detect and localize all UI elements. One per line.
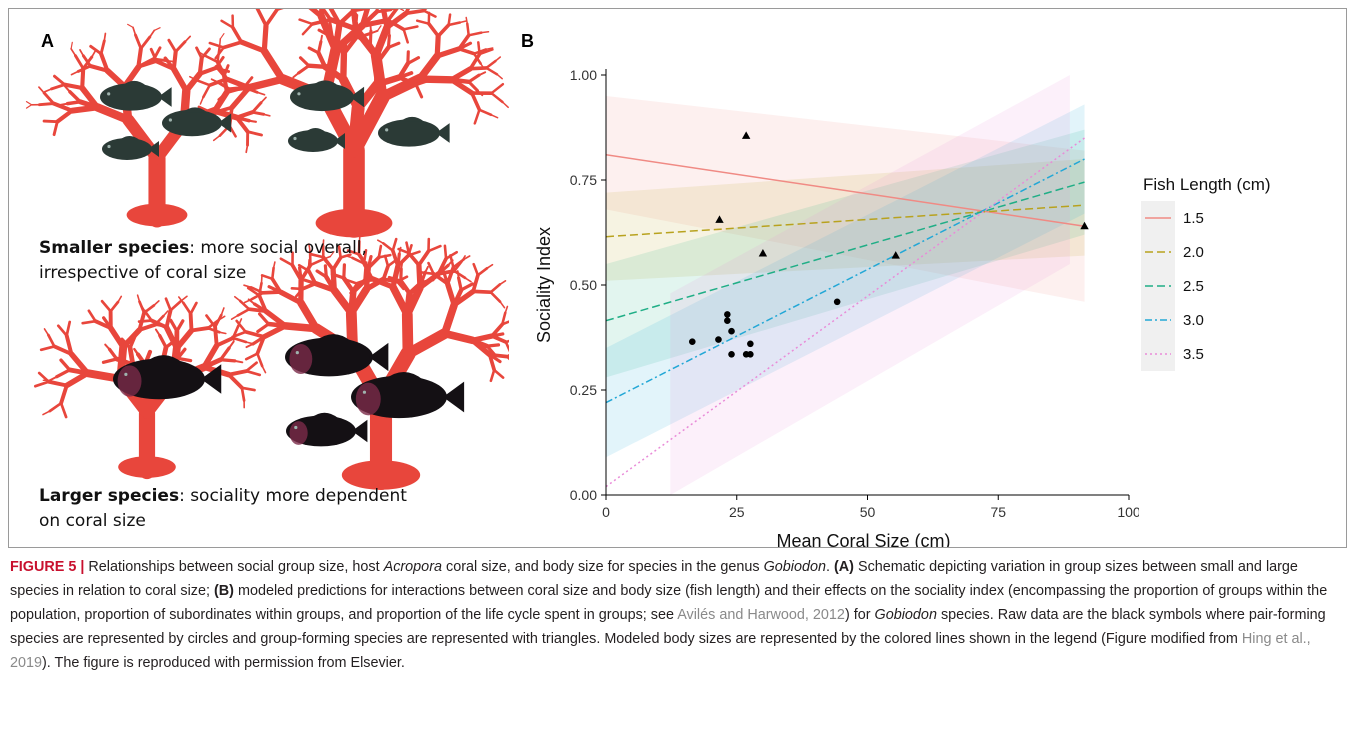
data-point-circle (724, 317, 731, 325)
figure-caption: FIGURE 5 | Relationships between social … (10, 555, 1340, 675)
legend: Fish Length (cm) 1.5 2.0 2.5 3.0 3.5 (1141, 175, 1271, 371)
confidence-band-2.0 (606, 159, 1085, 281)
confidence-band-3.5 (670, 75, 1070, 495)
y-tick-label: 0.50 (570, 277, 597, 293)
data-point-circle (715, 336, 722, 343)
data-point-triangle (758, 249, 768, 257)
small-fish-icon (378, 116, 450, 147)
y-axis-label: Sociality Index (534, 227, 554, 343)
large-fish-icon (113, 355, 222, 400)
large-fish-icon (351, 372, 465, 419)
data-point-circle (728, 351, 735, 358)
confidence-band-1.5 (606, 96, 1085, 302)
figure-frame: A B Smaller species: more social overall… (8, 8, 1347, 548)
larger-species-description: : sociality more dependent on coral size (39, 486, 407, 531)
data-point-circle (688, 338, 696, 346)
small-fish-icon (290, 80, 365, 112)
coral-large-2 (230, 233, 509, 491)
small-fish-icon (288, 128, 345, 152)
x-axis-label: Mean Coral Size (cm) (776, 531, 950, 548)
plot-area (606, 75, 1085, 495)
caption-reference-hing[interactable]: Hing et al., 2019 (10, 631, 1311, 671)
caption-text-5: modeled predictions for interactions bet… (10, 583, 1328, 623)
caption-label: FIGURE 5 | (10, 559, 85, 575)
caption-text-3: . (826, 559, 834, 575)
y-tick-label: 0.75 (570, 172, 597, 188)
x-tick-label: 75 (990, 504, 1006, 520)
smaller-species-text: Smaller species: more social overall, ir… (39, 236, 419, 286)
caption-genus-gobiodon-2: Gobiodon (874, 607, 937, 623)
caption-genus-acropora: Acropora (383, 559, 442, 575)
data-point-circle (747, 340, 754, 348)
data-point-circle (724, 311, 731, 318)
data-point-circle (728, 327, 735, 335)
data-point-triangle (1080, 221, 1089, 230)
legend-entry-2.5: 2.5 (1141, 269, 1271, 303)
legend-label: 1.5 (1183, 209, 1204, 227)
legend-label: 2.0 (1183, 243, 1204, 261)
legend-entry-2.0: 2.0 (1141, 235, 1271, 269)
caption-genus-gobiodon: Gobiodon (763, 559, 826, 575)
x-tick-label: 50 (860, 504, 876, 520)
small-fish-icon (102, 136, 159, 160)
caption-text-6: ) for (844, 607, 875, 623)
legend-title: Fish Length (cm) (1143, 175, 1271, 194)
panel-a-letter: A (41, 31, 54, 51)
series-line-2.5 (606, 181, 1085, 322)
series-line-1.5 (606, 154, 1085, 227)
legend-label: 3.0 (1183, 311, 1204, 329)
smaller-species-label: Smaller species (39, 238, 190, 258)
large-fish-icon (285, 334, 389, 377)
series-line-2.0 (606, 204, 1085, 238)
caption-text-7: species. Raw data are the black symbols … (10, 607, 1326, 647)
coral-large-1 (189, 9, 509, 238)
x-tick-label: 0 (602, 504, 610, 520)
panel-b-letter: B (521, 31, 534, 51)
small-fish-icon (100, 80, 172, 111)
x-tick-label: 100 (1117, 504, 1139, 520)
legend-label: 3.5 (1183, 345, 1204, 363)
legend-entry-3.5: 3.5 (1141, 337, 1271, 371)
small-fish-icon (162, 107, 232, 137)
legend-key-swatch (1141, 303, 1175, 337)
series-line-3.5 (606, 137, 1085, 488)
legend-key-swatch (1141, 235, 1175, 269)
larger-species-label: Larger species (39, 486, 180, 506)
legend-label: 2.5 (1183, 277, 1204, 295)
caption-reference-aviles[interactable]: Avilés and Harwood, 2012 (677, 607, 845, 623)
legend-keys: 1.5 2.0 2.5 3.0 3.5 (1141, 201, 1271, 371)
legend-key-swatch (1141, 337, 1175, 371)
caption-text-2: coral size, and body size for species in… (442, 559, 764, 575)
large-fish-icon (286, 412, 368, 447)
caption-text-8: ). The figure is reproduced with permiss… (42, 655, 405, 671)
data-point-triangle (715, 215, 724, 223)
y-tick-label: 1.00 (570, 67, 597, 83)
caption-text-1: Relationships between social group size,… (84, 559, 384, 575)
coral-small-1 (25, 23, 271, 228)
coral-fish-schematic (25, 9, 509, 491)
legend-key-swatch (1141, 201, 1175, 235)
confidence-band-3.0 (606, 104, 1085, 458)
caption-part-b: (B) (213, 583, 234, 599)
legend-entry-1.5: 1.5 (1141, 201, 1271, 235)
data-point-triangle (891, 251, 900, 259)
smaller-species-description: : more social overall, irrespective of c… (39, 238, 367, 283)
data-point-triangle (741, 131, 751, 139)
data-point-circle (747, 351, 754, 358)
larger-species-text: Larger species: sociality more dependent… (39, 484, 419, 534)
legend-entry-3.0: 3.0 (1141, 303, 1271, 337)
caption-part-a: (A) (834, 559, 854, 575)
x-tick-label: 25 (729, 504, 745, 520)
y-tick-label: 0.00 (570, 487, 597, 503)
caption-text-4: Schematic depicting variation in group s… (10, 559, 1298, 599)
y-tick-label: 0.25 (570, 382, 597, 398)
sociality-chart: 0 25 50 75 100 0.00 0.25 0.50 0.75 1.00 Mean Coral… (534, 67, 1139, 548)
legend-key-swatch (1141, 269, 1175, 303)
data-point-circle (833, 298, 841, 306)
